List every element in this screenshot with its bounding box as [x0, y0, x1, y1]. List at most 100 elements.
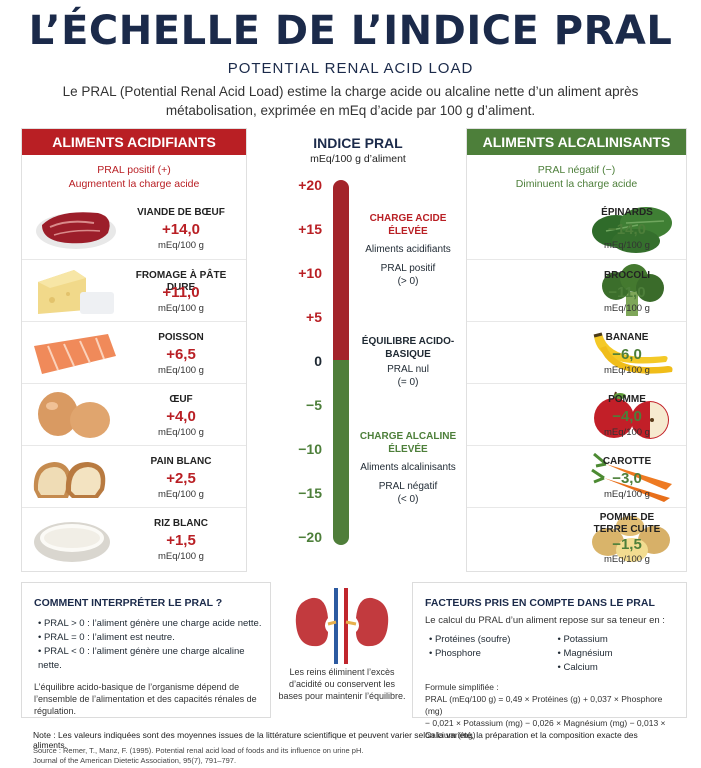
food-name: ŒUF	[169, 394, 193, 405]
scale-tick: +20	[298, 177, 322, 193]
food-unit: mEq/100 g	[604, 554, 650, 565]
spinach-icon	[592, 207, 672, 253]
list-item: POMME DE TERRE CUITE −1,5 mEq/100 g	[467, 507, 686, 569]
source-line2: Journal of the American Dietetic Associa…	[33, 756, 237, 765]
high-alkaline-line3: (< 0)	[397, 494, 419, 505]
food-unit: mEq/100 g	[604, 489, 650, 500]
source-citation: Source : Remer, T., Manz, F. (1995). Pot…	[33, 746, 673, 766]
food-value: +14,0	[162, 221, 200, 238]
food-value: −6,0	[612, 346, 642, 363]
footnote: Note : Les valeurs indiquées sont des mo…	[33, 730, 638, 750]
list-item: BANANE −6,0 mEq/100 g	[467, 321, 686, 383]
balance-line2: (= 0)	[397, 377, 419, 388]
kidneys-caption: Les reins éliminent l’excès d’acidité ou…	[278, 667, 406, 701]
food-unit: mEq/100 g	[158, 427, 204, 438]
kidneys-box: Les reins éliminent l’excès d’acidité ou…	[276, 582, 408, 718]
food-value: −14,0	[608, 221, 646, 238]
food-unit: mEq/100 g	[158, 489, 204, 500]
list-item: ÉPINARDS −14,0 mEq/100 g	[467, 197, 686, 259]
high-alkaline-title: CHARGE ALCALINE ÉLEVÉE	[359, 431, 457, 455]
acid-panel-sub2: Augmentent la charge acide	[68, 178, 200, 190]
list-item: POISSON +6,5 mEq/100 g	[22, 321, 246, 383]
interpret-bullet: PRAL < 0 : l’aliment génère une charge a…	[38, 645, 270, 673]
page-title: L’ÉCHELLE DE L’INDICE PRAL	[28, 8, 673, 54]
alkaline-foods-panel: ALIMENTS ALCALINISANTS PRAL négatif (−) …	[466, 128, 687, 572]
food-unit: mEq/100 g	[604, 303, 650, 314]
bread-icon	[33, 462, 106, 498]
food-unit: mEq/100 g	[158, 240, 204, 251]
food-name: POMME DE TERRE CUITE	[593, 512, 661, 535]
food-name: ÉPINARDS	[601, 207, 653, 218]
scale-tick: −5	[306, 397, 322, 413]
high-acid-annotation: CHARGE ACIDE ÉLEVÉE Aliments acidifiants…	[358, 212, 458, 288]
factor-item: Protéines (soufre)	[429, 633, 558, 647]
food-name: CAROTTE	[602, 456, 652, 467]
intro-text: Le PRAL (Potential Renal Acid Load) esti…	[62, 84, 639, 118]
food-unit: mEq/100 g	[158, 303, 204, 314]
factors-box: FACTEURS PRIS EN COMPTE DANS LE PRAL Le …	[412, 582, 687, 740]
food-unit: mEq/100 g	[158, 365, 204, 376]
food-value: −3,0	[612, 470, 642, 487]
high-alkaline-line1: Aliments alcalinisants	[360, 462, 456, 473]
factor-item: Potassium	[558, 633, 687, 647]
scale-tick: +15	[298, 221, 322, 237]
scale-tick: −10	[298, 441, 322, 457]
list-item: ŒUF +4,0 mEq/100 g	[22, 383, 246, 445]
source-line1: Source : Remer, T., Manz, F. (1995). Pot…	[33, 746, 364, 755]
balance-line1: PRAL nul	[387, 364, 429, 375]
food-name: POISSON	[158, 332, 204, 343]
formula-line2: − 0,021 × Potassium (mg) − 0,026 × Magné…	[425, 718, 666, 740]
factor-item: Magnésium	[558, 647, 687, 661]
food-name: RIZ BLANC	[154, 518, 208, 529]
acid-panel-sub1: PRAL positif (+)	[97, 164, 171, 176]
food-value: +4,0	[166, 408, 196, 425]
food-unit: mEq/100 g	[604, 365, 650, 376]
broccoli-icon	[602, 264, 664, 316]
food-value: +6,5	[166, 346, 196, 363]
beef-icon	[36, 212, 116, 249]
food-value: −1,5	[612, 536, 642, 553]
interpret-box: COMMENT INTERPRÉTER LE PRAL ? PRAL > 0 :…	[21, 582, 271, 718]
list-item: BROCOLI −11,0 mEq/100 g	[467, 259, 686, 321]
scale-tick: +10	[298, 265, 322, 281]
food-unit: mEq/100 g	[158, 551, 204, 562]
factors-heading: FACTEURS PRIS EN COMPTE DANS LE PRAL	[425, 597, 655, 609]
scale-tick: 0	[314, 353, 322, 369]
high-acid-line2: PRAL positif	[380, 263, 436, 274]
food-value: −11,0	[608, 284, 646, 301]
food-name: BROCOLI	[603, 270, 651, 281]
rice-icon	[34, 522, 110, 562]
banana-icon	[593, 332, 673, 374]
page-subtitle: POTENTIAL RENAL ACID LOAD	[227, 60, 474, 77]
food-value: +2,5	[166, 470, 196, 487]
list-item: PAIN BLANC +2,5 mEq/100 g	[22, 445, 246, 507]
scale-title: INDICE PRAL	[313, 135, 403, 151]
scale-tick: −20	[298, 529, 322, 545]
high-acid-title: CHARGE ACIDE ÉLEVÉE	[369, 213, 447, 237]
acid-panel-heading: ALIMENTS ACIDIFIANTS	[22, 129, 246, 155]
alkaline-panel-heading: ALIMENTS ALCALINISANTS	[467, 129, 686, 155]
potato-icon	[592, 516, 670, 562]
list-item: RIZ BLANC +1,5 mEq/100 g	[22, 507, 246, 569]
food-value: +11,0	[162, 284, 200, 301]
carrot-icon	[591, 452, 672, 502]
interpret-heading: COMMENT INTERPRÉTER LE PRAL ?	[34, 597, 223, 609]
alkaline-panel-sub2: Diminuent la charge acide	[515, 178, 638, 190]
interpret-paragraph: L’équilibre acido-basique de l’organisme…	[34, 682, 257, 716]
alkaline-panel-sub1: PRAL négatif (−)	[537, 164, 616, 176]
interpret-bullet: PRAL > 0 : l’aliment génère une charge a…	[38, 617, 270, 631]
high-acid-line3: (> 0)	[397, 276, 419, 287]
factor-item: Calcium	[558, 661, 687, 675]
alkaline-scale-bar	[333, 360, 349, 545]
food-unit: mEq/100 g	[604, 427, 650, 438]
factor-item: Phosphore	[429, 647, 558, 661]
scale-tick: +5	[306, 309, 322, 325]
high-acid-line1: Aliments acidifiants	[365, 244, 451, 255]
formula-line1: PRAL (mEq/100 g) = 0,49 × Protéines (g) …	[425, 694, 663, 716]
food-name: BANANE	[605, 332, 649, 343]
scale-unit: mEq/100 g d’aliment	[310, 153, 406, 165]
factors-intro: Le calcul du PRAL d’un aliment repose su…	[425, 615, 665, 626]
list-item: CAROTTE −3,0 mEq/100 g	[467, 445, 686, 507]
food-name: VIANDE DE BŒUF	[137, 207, 225, 218]
food-name: FROMAGE À PÂTE DURE	[135, 270, 227, 293]
